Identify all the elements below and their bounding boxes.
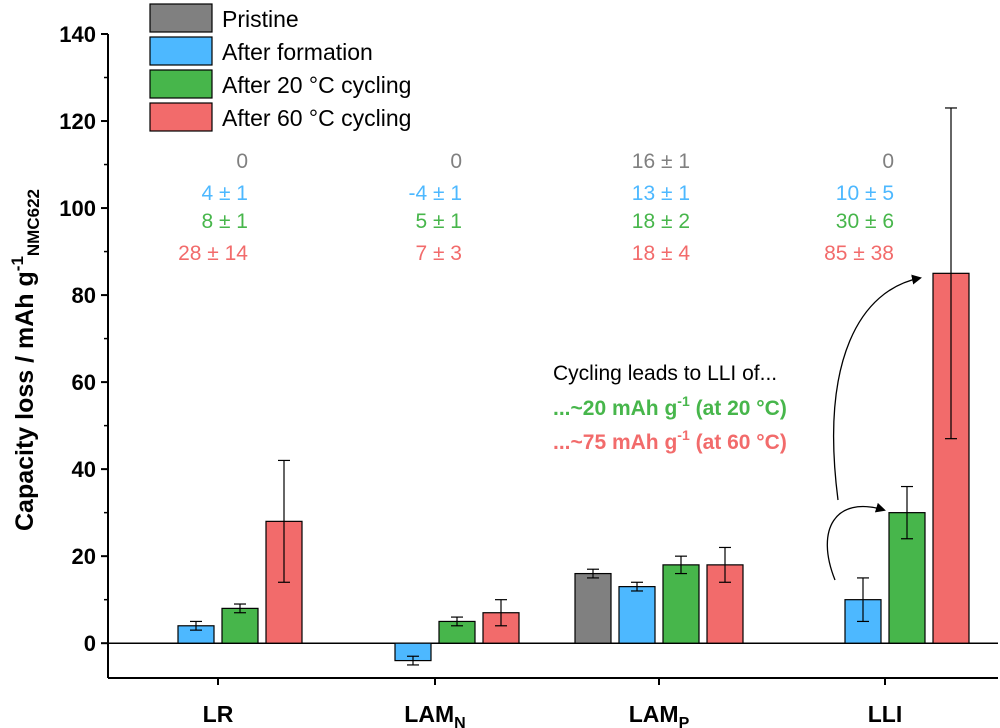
- data-label: 18 ± 2: [632, 210, 690, 233]
- data-label: 4 ± 1: [201, 182, 248, 205]
- bar: [221, 607, 259, 644]
- y-tick-label: 0: [84, 631, 96, 656]
- data-label: 0: [236, 150, 248, 173]
- plot-area: 0 20 40 60 80 100 120 140 LR LAMN LAMP LLI 0 0 16 ± 1 0…: [59, 22, 998, 728]
- data-label: 0: [450, 150, 462, 173]
- bar: [618, 586, 656, 644]
- data-label: 5 ± 1: [415, 210, 462, 233]
- y-tick-label: 60: [72, 370, 96, 395]
- legend-swatch: [149, 69, 213, 99]
- x-tick-label: LAMN: [404, 701, 465, 728]
- y-tick-label: 140: [59, 22, 96, 47]
- y-tick-label: 40: [72, 457, 96, 482]
- legend-swatch: [149, 3, 213, 33]
- y-tick-label: 100: [59, 196, 96, 221]
- data-label: 0: [882, 150, 894, 173]
- bar: [662, 564, 700, 644]
- legend: Pristine After formation After 20 °C cycli…: [149, 3, 411, 132]
- legend-label: After formation: [222, 39, 373, 65]
- data-label: -4 ± 1: [408, 182, 462, 205]
- data-label: 18 ± 4: [632, 242, 691, 265]
- x-tick-label: LLI: [868, 701, 903, 727]
- annotation-line-3: ...~75 mAh g-1 (at 60 °C): [553, 427, 787, 454]
- y-tick-label: 80: [72, 283, 96, 308]
- legend-swatch: [149, 102, 213, 132]
- annotation: Cycling leads to LLI of... ...~20 mAh g-…: [553, 274, 922, 581]
- data-label: 85 ± 38: [824, 242, 894, 265]
- y-tick-label: 20: [72, 544, 96, 569]
- data-label: 28 ± 14: [178, 242, 248, 265]
- x-tick-label: LAMP: [629, 701, 690, 728]
- legend-label: Pristine: [222, 6, 299, 32]
- legend-label: After 60 °C cycling: [222, 105, 411, 131]
- data-label: 16 ± 1: [632, 150, 690, 173]
- x-tick-label: LR: [203, 701, 234, 727]
- data-label: 8 ± 1: [201, 210, 248, 233]
- data-label: 13 ± 1: [632, 182, 690, 205]
- bar: [574, 572, 612, 644]
- legend-label: After 20 °C cycling: [222, 72, 411, 98]
- arrow-to-20c-bar: [826, 502, 886, 581]
- data-label: 7 ± 3: [415, 242, 462, 265]
- data-label: 30 ± 6: [836, 210, 894, 233]
- data-label: 10 ± 5: [836, 182, 894, 205]
- y-tick-label: 120: [59, 109, 96, 134]
- legend-swatch: [149, 36, 213, 66]
- annotation-line-2: ...~20 mAh g-1 (at 20 °C): [553, 393, 787, 420]
- arrow-to-60c-bar: [833, 274, 922, 501]
- y-axis-title: Capacity loss / mAh g-1NMC622: [8, 189, 43, 531]
- annotation-line-1: Cycling leads to LLI of...: [553, 362, 777, 385]
